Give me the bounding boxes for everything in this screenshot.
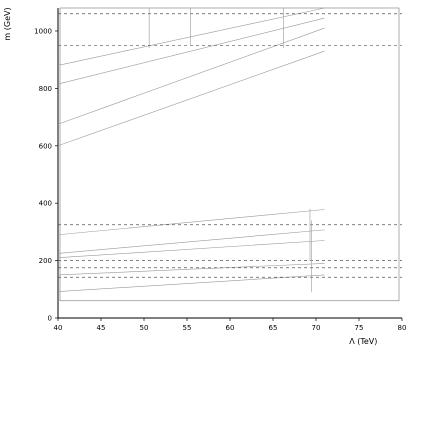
- y-tick-label: 200: [39, 257, 52, 265]
- series-layer: [57, 7, 402, 292]
- x-tick-label: 50: [140, 324, 149, 332]
- y-tick-label: 400: [39, 200, 52, 208]
- y-tick-label: 0: [48, 315, 52, 323]
- x-tick-label: 60: [226, 324, 235, 332]
- y-tick-label: 1000: [34, 27, 52, 35]
- solid-trajectory-line-6: [57, 240, 325, 259]
- x-tick-label: 40: [54, 324, 63, 332]
- solid-trajectory-line-7: [57, 263, 325, 276]
- solid-trajectory-line-1: [57, 17, 325, 85]
- plot-frame: [59, 7, 400, 302]
- x-tick-label: 55: [183, 324, 192, 332]
- y-axis-label: m (GeV): [3, 7, 12, 40]
- y-tick-label: 600: [39, 142, 52, 150]
- y-tick-label: 800: [39, 85, 52, 93]
- vertical-lines-layer: [148, 8, 313, 293]
- plot-border: [59, 7, 400, 302]
- solid-trajectory-line-2: [57, 27, 325, 125]
- x-tick-label: 45: [97, 324, 106, 332]
- x-tick-label: 80: [398, 324, 407, 332]
- solid-trajectory-line-4: [57, 209, 325, 236]
- solid-trajectory-line-5: [57, 229, 325, 254]
- solid-trajectory-line-3: [57, 50, 325, 147]
- axes: [55, 8, 403, 321]
- x-tick-label: 70: [312, 324, 321, 332]
- x-axis-label: Λ (TeV): [349, 337, 377, 346]
- solid-trajectory-line-8: [57, 274, 325, 292]
- solid-trajectory-line-0: [57, 7, 325, 66]
- x-tick-label: 65: [269, 324, 278, 332]
- x-tick-label: 75: [355, 324, 364, 332]
